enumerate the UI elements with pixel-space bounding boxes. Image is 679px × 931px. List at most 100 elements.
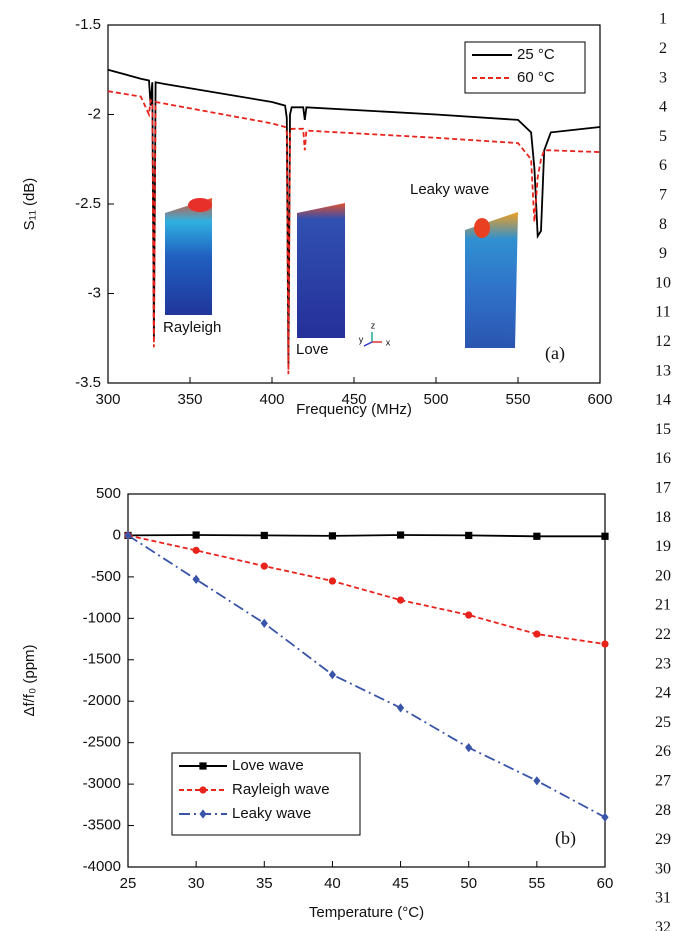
annotation: (a) (545, 343, 565, 364)
line-number: 29 (655, 831, 671, 848)
leaky-hotspot (474, 218, 490, 238)
x-tick-label: 60 (597, 875, 614, 892)
series-line (127, 534, 605, 538)
line-number: 30 (655, 860, 671, 877)
line-number: 21 (655, 597, 671, 614)
y-axis-label: Δf/f₀ (ppm) (21, 644, 38, 716)
legend-label: 60 °C (517, 69, 555, 86)
line-number: 4 (659, 99, 667, 116)
y-tick-label: -3.5 (75, 374, 101, 391)
y-tick-label: -2500 (83, 734, 121, 751)
legend-marker (199, 809, 207, 819)
line-number: 32 (655, 919, 671, 931)
y-tick-label: -1.5 (75, 16, 101, 33)
annotation: y (359, 334, 364, 344)
annotation: Leaky wave (410, 181, 489, 198)
legend-marker (199, 762, 207, 770)
annotation: (b) (555, 828, 576, 849)
line-number: 10 (655, 274, 671, 291)
y-tick-label: -1500 (83, 651, 121, 668)
marker (465, 611, 473, 619)
love-inset (297, 203, 345, 338)
line-number: 17 (655, 479, 671, 496)
marker (533, 776, 541, 786)
rayleigh-hotspot (188, 198, 212, 212)
x-tick-label: 600 (587, 391, 612, 408)
plot-frame (127, 493, 606, 868)
marker (396, 531, 405, 539)
legend-box (464, 41, 586, 94)
x-tick-label: 400 (259, 391, 284, 408)
line-number: 14 (655, 392, 671, 409)
y-axis-label: S₁₁ (dB) (21, 178, 38, 231)
marker (601, 532, 609, 540)
y-tick-label: -2000 (83, 692, 121, 709)
inset-images (165, 198, 518, 348)
triad-y (363, 341, 373, 347)
x-axis-label: Temperature (°C) (309, 904, 424, 921)
y-tick-label: -4000 (83, 858, 121, 875)
marker (328, 670, 337, 680)
legend-marker (199, 786, 207, 794)
x-tick-label: 450 (341, 391, 366, 408)
line-number: 9 (659, 245, 667, 262)
legend-label: Leaky wave (232, 805, 311, 822)
annotation: x (386, 337, 391, 347)
series-line (107, 90, 601, 375)
x-tick-label: 25 (120, 875, 137, 892)
marker (260, 618, 268, 628)
leaky-inset (465, 212, 518, 348)
line-number: 26 (655, 743, 671, 760)
line-number: 19 (655, 538, 671, 555)
marker (124, 530, 132, 541)
marker (192, 574, 200, 584)
x-tick-label: 30 (188, 875, 205, 892)
marker (601, 640, 609, 648)
line-number: 16 (655, 450, 671, 467)
x-tick-label: 300 (95, 391, 120, 408)
series-line (127, 534, 606, 645)
marker (396, 596, 405, 604)
line-number: 15 (655, 421, 671, 438)
x-axis-label: Frequency (MHz) (296, 401, 412, 418)
line-number: 27 (655, 772, 671, 789)
rayleigh-inset (165, 198, 212, 315)
x-tick-label: 550 (505, 391, 530, 408)
line-number: 5 (659, 128, 667, 145)
y-tick-label: -2.5 (75, 195, 101, 212)
line-number: 2 (659, 40, 667, 57)
legend-label: Rayleigh wave (232, 781, 330, 798)
line-number: 12 (655, 333, 671, 350)
line-number: 18 (655, 509, 671, 526)
y-tick-label: -500 (91, 568, 121, 585)
line-number: 3 (659, 69, 667, 86)
x-tick-label: 35 (256, 875, 273, 892)
x-tick-label: 50 (460, 875, 477, 892)
line-number: 22 (655, 626, 671, 643)
annotation: Love (296, 341, 329, 358)
annotation: z (371, 320, 376, 330)
marker (465, 531, 473, 540)
y-tick-label: -3500 (83, 817, 121, 834)
line-number: 25 (655, 714, 671, 731)
line-number: 31 (655, 890, 671, 907)
marker (260, 531, 268, 540)
x-tick-label: 350 (177, 391, 202, 408)
x-tick-label: 500 (423, 391, 448, 408)
marker (192, 531, 200, 539)
series-line (127, 534, 606, 819)
line-number: 1 (659, 11, 667, 28)
y-tick-label: 500 (96, 485, 121, 502)
line-number: 28 (655, 802, 671, 819)
line-number: 8 (659, 216, 667, 233)
line-number: 20 (655, 567, 671, 584)
marker (533, 532, 541, 540)
legend-label: 25 °C (517, 46, 555, 63)
line-number: 13 (655, 362, 671, 379)
marker (396, 703, 405, 713)
y-tick-label: -3000 (83, 775, 121, 792)
y-tick-label: -3 (88, 284, 101, 301)
y-tick-label: -2 (88, 105, 101, 122)
marker (601, 812, 609, 822)
